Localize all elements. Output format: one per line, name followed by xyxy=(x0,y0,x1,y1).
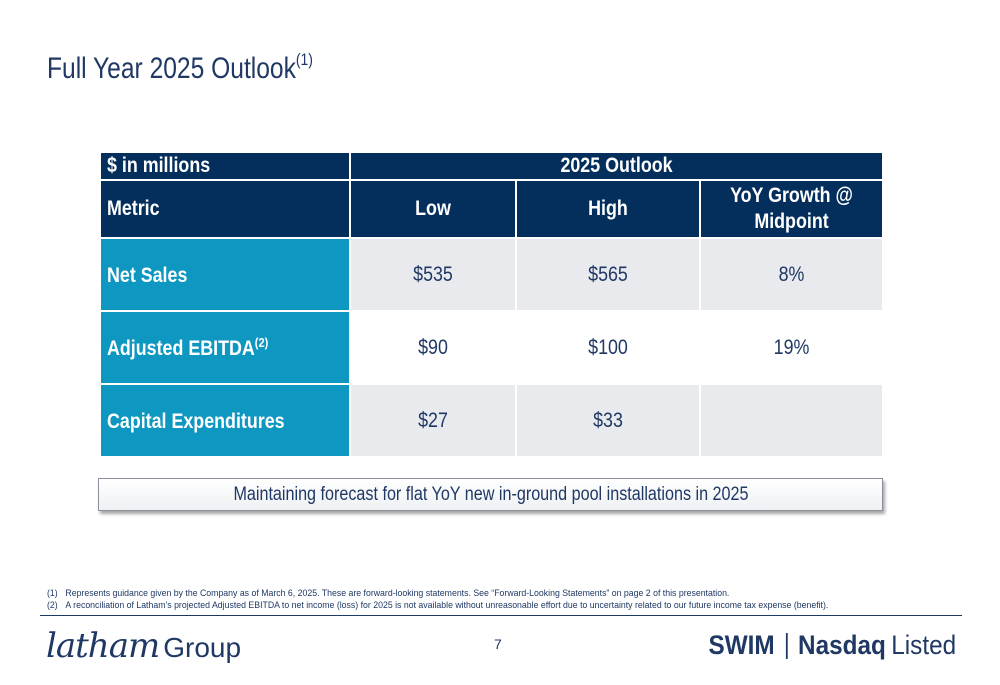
metric-label-adjusted-ebitda: Adjusted EBITDA(2) xyxy=(99,310,351,385)
latham-group-logo: latham Group xyxy=(46,626,242,666)
page-title-footnote-ref: (1) xyxy=(295,50,313,69)
table-row: Adjusted EBITDA(2) $90 $100 19% xyxy=(99,310,885,385)
exchange-listed: Listed xyxy=(891,630,956,660)
page-number: 7 xyxy=(494,636,502,652)
value-growth: 19% xyxy=(698,310,885,385)
value-growth: 8% xyxy=(698,237,885,312)
table-header-row-2: Metric Low High YoY Growth @ Midpoint xyxy=(99,179,885,239)
column-header-growth: YoY Growth @ Midpoint xyxy=(698,179,885,239)
footnotes: (1) Represents guidance given by the Com… xyxy=(47,588,896,612)
column-header-low: Low xyxy=(349,179,517,239)
metric-label-capital-expenditures: Capital Expenditures xyxy=(99,383,351,458)
value-low: $27 xyxy=(349,383,517,458)
forecast-note-text: Maintaining forecast for flat YoY new in… xyxy=(232,484,749,505)
footnote-1: (1) Represents guidance given by the Com… xyxy=(47,588,730,599)
value-growth xyxy=(698,383,885,458)
metric-label-net-sales: Net Sales xyxy=(99,237,351,312)
footer-divider xyxy=(40,615,962,616)
column-header-high: High xyxy=(515,179,701,239)
nasdaq-ticker-logo: SWIM Nasdaq Listed xyxy=(708,630,956,661)
value-high: $565 xyxy=(515,237,701,312)
value-high: $33 xyxy=(515,383,701,458)
table-header-row-1: $ in millions 2025 Outlook xyxy=(99,151,885,181)
table-corner-label: $ in millions xyxy=(99,151,351,181)
value-low: $90 xyxy=(349,310,517,385)
ticker-symbol: SWIM xyxy=(708,630,775,660)
outlook-table: $ in millions 2025 Outlook Metric Low Hi… xyxy=(99,151,885,458)
table-row: Capital Expenditures $27 $33 xyxy=(99,383,885,458)
forecast-note-box: Maintaining forecast for flat YoY new in… xyxy=(98,478,883,511)
column-header-metric: Metric xyxy=(99,179,351,239)
page-title-text: Full Year 2025 Outlook xyxy=(47,52,296,85)
page-title: Full Year 2025 Outlook(1) xyxy=(47,50,313,86)
value-high: $100 xyxy=(515,310,701,385)
table-group-header: 2025 Outlook xyxy=(348,151,885,181)
value-low: $535 xyxy=(349,237,517,312)
exchange-name: Nasdaq xyxy=(797,630,886,660)
ticker-separator xyxy=(785,632,788,659)
table-row: Net Sales $535 $565 8% xyxy=(99,237,885,312)
footnote-2: (2) A reconciliation of Latham’s project… xyxy=(47,600,829,611)
